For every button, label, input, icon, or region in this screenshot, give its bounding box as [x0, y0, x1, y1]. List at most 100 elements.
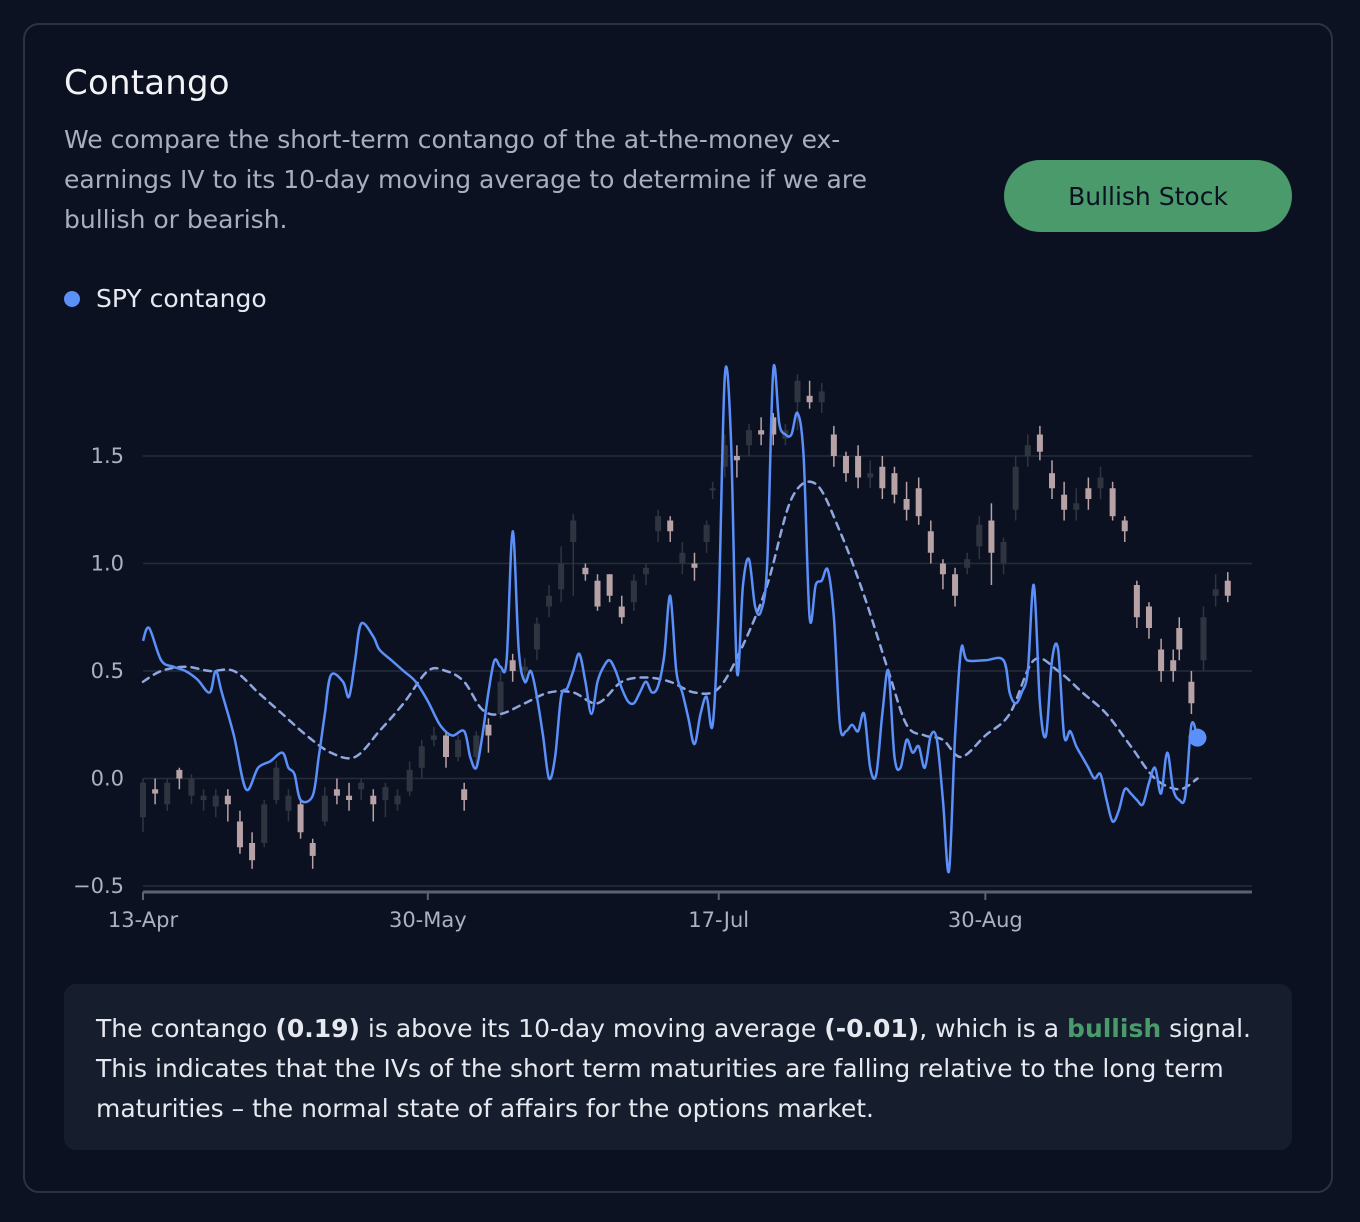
- candle-body: [406, 769, 413, 792]
- legend-label[interactable]: SPY contango: [96, 284, 267, 313]
- x-tick-label: 30-May: [389, 908, 467, 932]
- y-tick-label: 0.0: [91, 767, 124, 791]
- contango-line: [141, 364, 1199, 874]
- summary-text-2: is above its 10-day moving average: [359, 1014, 825, 1043]
- candle-body: [855, 456, 862, 478]
- candle-body: [1097, 477, 1104, 489]
- candle-body: [1012, 466, 1019, 510]
- candle-body: [546, 595, 553, 607]
- candle-body: [691, 563, 698, 568]
- candle-body: [618, 606, 625, 618]
- candle-body: [1188, 681, 1195, 704]
- candle-body: [570, 520, 577, 542]
- candle-body: [200, 795, 207, 800]
- candle-body: [418, 746, 425, 768]
- description: We compare the short-term contango of th…: [64, 125, 867, 234]
- candle-body: [594, 580, 601, 607]
- candle-body: [964, 559, 971, 568]
- candle-body: [703, 524, 710, 542]
- summary-box: The contango (0.19) is above its 10-day …: [64, 984, 1292, 1150]
- contango-value: (0.19): [275, 1014, 360, 1043]
- summary-text-3: , which is a: [919, 1014, 1068, 1043]
- candle-body: [879, 466, 886, 489]
- summary-text-1: The contango: [96, 1014, 276, 1043]
- candle-body: [655, 516, 662, 532]
- candle-body: [1049, 473, 1056, 489]
- moving-average-value: (-0.01): [824, 1014, 920, 1043]
- candle-body: [667, 520, 674, 532]
- candle-body: [891, 473, 898, 495]
- candle-body: [630, 580, 637, 603]
- candle-body: [533, 623, 540, 650]
- candle-body: [333, 789, 340, 796]
- candle-body: [140, 782, 146, 818]
- candle-body: [224, 795, 231, 805]
- summary-text: The contango (0.19) is above its 10-day …: [96, 1009, 1260, 1129]
- candle-body: [939, 563, 946, 575]
- x-tick-label: 13-Apr: [108, 908, 179, 932]
- candle-body: [1024, 445, 1031, 456]
- candle-body: [261, 804, 268, 843]
- y-tick-label: −0.5: [73, 874, 124, 898]
- candle-body: [642, 567, 649, 575]
- candle-body: [915, 488, 922, 517]
- candle-body: [188, 778, 195, 796]
- candle-body: [1158, 649, 1165, 671]
- y-tick-label: 1.5: [91, 444, 124, 468]
- candle-body: [1200, 617, 1207, 661]
- candle-body: [473, 735, 480, 757]
- candle-body: [297, 804, 304, 833]
- candle-body: [1133, 585, 1140, 618]
- signal-word: bullish: [1067, 1014, 1162, 1043]
- candle-body: [746, 430, 753, 446]
- axes: −0.5 0.0 0.5 1.0 1.5 13-Apr 30-May 17-Jul 30-Aug: [73, 444, 1252, 932]
- candle-body: [309, 843, 316, 856]
- candle-body: [370, 795, 377, 805]
- candle-body: [976, 524, 983, 547]
- candle-body: [321, 795, 328, 822]
- candle-body: [1000, 542, 1007, 564]
- candle-body: [1036, 434, 1043, 452]
- moving-average-line: [141, 480, 1199, 791]
- candle-body: [485, 724, 492, 736]
- candle-body: [952, 574, 959, 596]
- series-lines: [141, 364, 1207, 874]
- candle-body: [509, 660, 516, 671]
- x-tick-label: 17-Jul: [688, 908, 749, 932]
- candle-body: [1085, 488, 1092, 499]
- candle-body: [236, 821, 243, 848]
- candle-body: [382, 787, 389, 800]
- candle-body: [1121, 520, 1128, 532]
- bullish-stock-button[interactable]: Bullish Stock: [1004, 160, 1292, 232]
- candle-body: [806, 395, 813, 403]
- candle-body: [176, 769, 183, 779]
- y-tick-label: 1.0: [91, 552, 124, 576]
- candle-body: [394, 795, 401, 805]
- candle-body: [152, 789, 159, 794]
- candle-body: [497, 681, 504, 714]
- candle-body: [430, 735, 437, 740]
- candle-body: [1224, 580, 1231, 596]
- candle-body: [903, 499, 910, 510]
- candle-body: [285, 795, 292, 811]
- candle-body: [558, 563, 565, 590]
- candle-body: [443, 735, 450, 757]
- candle-body: [988, 520, 995, 553]
- candle-body: [721, 445, 728, 467]
- candle-body: [842, 456, 849, 474]
- candle-body: [733, 456, 740, 461]
- x-tick-label: 30-Aug: [948, 908, 1023, 932]
- candle-body: [830, 434, 837, 456]
- y-tick-label: 0.5: [91, 659, 124, 683]
- page-title: Contango: [64, 63, 230, 103]
- candle-body: [1109, 488, 1116, 517]
- candle-body: [927, 531, 934, 553]
- candle-body: [606, 574, 613, 596]
- candle-body: [164, 782, 171, 805]
- grid-lines: [143, 455, 1252, 887]
- candle-body: [1170, 660, 1177, 671]
- candle-body: [212, 795, 219, 807]
- candle-body: [358, 782, 365, 790]
- candle-body: [1176, 628, 1183, 650]
- candle-body: [455, 739, 462, 757]
